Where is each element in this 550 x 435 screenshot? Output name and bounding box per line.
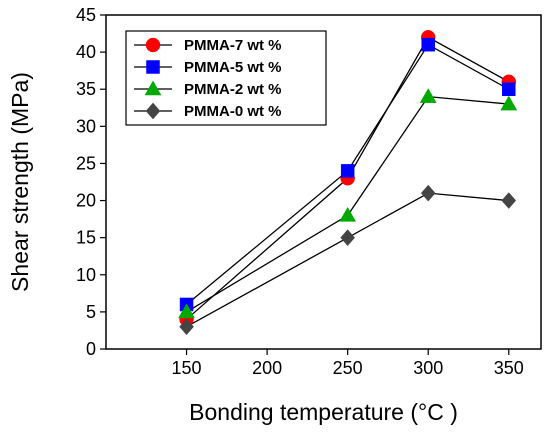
series-line-diamond bbox=[186, 192, 509, 328]
x-tick-label: 250 bbox=[333, 358, 363, 378]
y-tick-label: 40 bbox=[76, 42, 96, 62]
legend-label: PMMA-0 wt % bbox=[184, 103, 282, 120]
data-point-triangle bbox=[178, 303, 195, 319]
data-point-triangle bbox=[500, 95, 518, 111]
legend-marker-triangle bbox=[144, 80, 162, 96]
y-tick-label: 5 bbox=[86, 302, 96, 322]
legend-marker-diamond bbox=[145, 102, 161, 120]
x-tick-label: 150 bbox=[172, 358, 202, 378]
data-point-diamond bbox=[340, 229, 355, 247]
data-point-triangle bbox=[419, 88, 437, 103]
data-point-diamond bbox=[420, 184, 436, 202]
y-tick-label: 10 bbox=[76, 265, 96, 285]
x-tick-label: 300 bbox=[413, 358, 443, 378]
y-tick-label: 45 bbox=[76, 5, 96, 25]
legend-marker-square bbox=[146, 60, 160, 74]
legend-label: PMMA-2 wt % bbox=[184, 81, 282, 98]
y-tick-label: 30 bbox=[76, 116, 96, 136]
data-point-square bbox=[340, 164, 355, 178]
series-line-square bbox=[186, 43, 510, 305]
y-tick-label: 15 bbox=[76, 228, 96, 248]
legend-marker-circle bbox=[145, 37, 161, 53]
data-point-square bbox=[421, 37, 435, 52]
x-tick-label: 350 bbox=[494, 358, 524, 378]
y-tick-label: 0 bbox=[86, 339, 96, 359]
y-tick-label: 35 bbox=[76, 79, 96, 99]
x-tick-label: 200 bbox=[252, 358, 282, 378]
series-line-triangle bbox=[186, 95, 509, 313]
data-point-diamond bbox=[501, 192, 517, 209]
data-point-square bbox=[502, 82, 516, 96]
legend-label: PMMA-5 wt % bbox=[184, 59, 282, 76]
x-axis-title: Bonding temperature (°C ) bbox=[189, 399, 458, 425]
y-axis-title: Shear strength (MPa) bbox=[7, 72, 33, 292]
y-tick-label: 20 bbox=[76, 191, 96, 211]
data-point-diamond bbox=[179, 318, 194, 336]
y-tick-label: 25 bbox=[76, 153, 96, 173]
legend-label: PMMA-7 wt % bbox=[184, 37, 282, 54]
data-point-triangle bbox=[339, 206, 357, 222]
plot-frame bbox=[105, 14, 542, 350]
